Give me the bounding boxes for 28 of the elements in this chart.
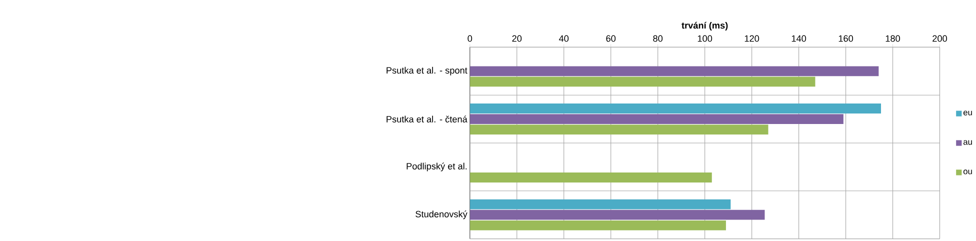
y-tick-label: Podlipský et al. [406, 162, 467, 172]
x-tick-label: 120 [744, 35, 760, 42]
bar [470, 66, 879, 76]
bar [470, 172, 712, 182]
bar [470, 76, 816, 87]
x-tick-label: 200 [932, 35, 948, 42]
bar [470, 210, 765, 220]
bar [470, 220, 726, 230]
bar [470, 114, 844, 124]
y-tick-label: Psutka et al. - čtená [386, 116, 468, 122]
y-tick-label: Studenovský [416, 210, 468, 220]
bar [470, 199, 731, 210]
x-tick-label: 40 [558, 35, 569, 42]
x-tick-label: 20 [512, 35, 522, 42]
legend-label: au [963, 140, 972, 145]
x-tick-label: 180 [886, 35, 900, 42]
bar [470, 103, 882, 114]
legend-label: eu [963, 110, 972, 116]
y-tick-label: Psutka et al. - spont [386, 66, 468, 76]
x-tick-label: 80 [653, 35, 663, 42]
x-tick-label: 100 [698, 35, 712, 42]
x-tick-label: 140 [792, 35, 806, 42]
bar [470, 124, 768, 134]
x-tick-label: 160 [838, 35, 854, 42]
x-tick-label: 0 [468, 35, 472, 42]
legend-label: ou [963, 170, 972, 174]
x-tick-label: 60 [606, 35, 616, 42]
x-axis-title: trvání (ms) [682, 22, 728, 30]
